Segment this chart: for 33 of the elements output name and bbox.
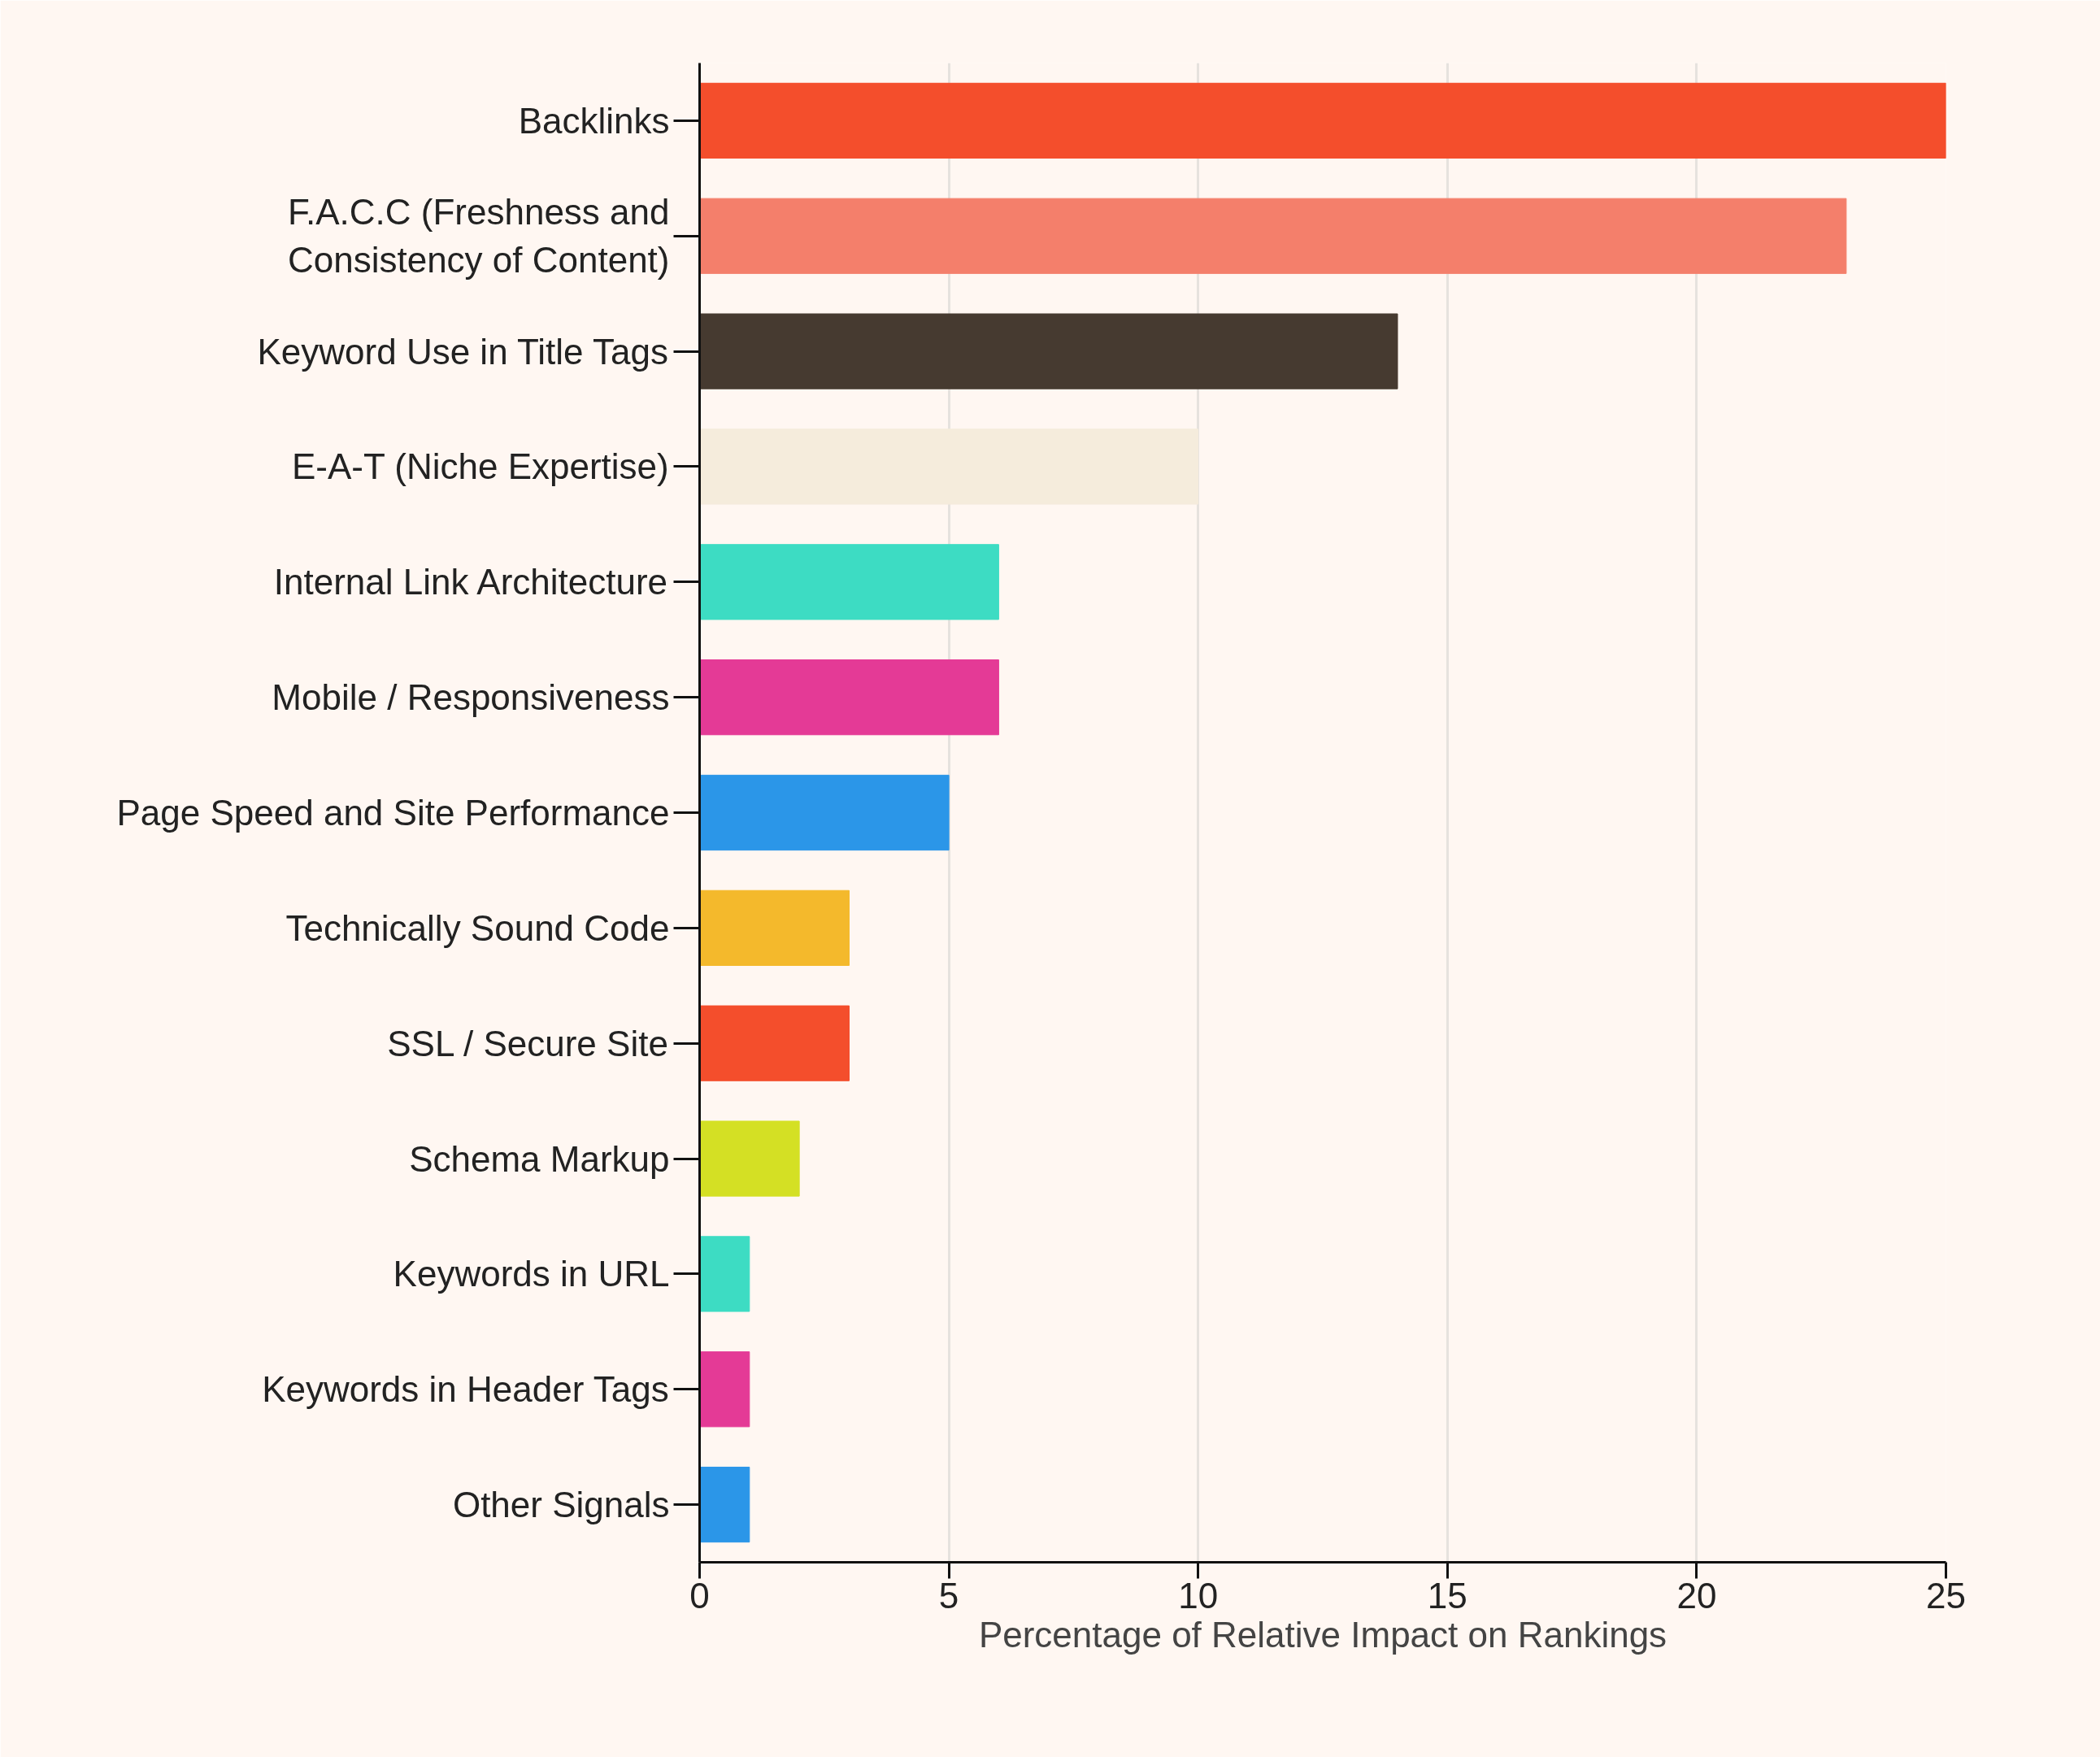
y-tick-label: Mobile / Responsiveness	[272, 677, 670, 718]
x-tick-label: 25	[1926, 1575, 1966, 1616]
y-tick-label: Schema Markup	[409, 1138, 670, 1179]
y-tick-label: Technically Sound Code	[285, 907, 670, 948]
bar	[699, 1466, 750, 1543]
y-tick-label: Internal Link Architecture	[273, 562, 668, 602]
y-tick-label: SSL / Secure Site	[387, 1023, 668, 1063]
x-axis-title: Percentage of Relative Impact on Rankings	[978, 1614, 1667, 1655]
x-tick-label: 15	[1427, 1575, 1467, 1616]
bar	[699, 544, 999, 620]
bar	[699, 428, 1199, 505]
bar	[699, 313, 1398, 389]
x-tick-label: 5	[938, 1575, 959, 1616]
y-tick-label: Page Speed and Site Performance	[116, 793, 670, 833]
x-tick-label: 10	[1178, 1575, 1219, 1616]
x-tick-label: 0	[689, 1575, 710, 1616]
y-tick-label: Backlinks	[518, 100, 670, 141]
y-tick-label: F.A.C.C (Freshness and Consistency of Content)	[287, 192, 670, 281]
bar	[699, 198, 1847, 274]
y-tick-label: Other Signals	[452, 1485, 670, 1525]
bar	[699, 774, 950, 851]
y-tick-label: E-A-T (Niche Expertise)	[291, 446, 669, 487]
bar	[699, 1351, 750, 1428]
bar	[699, 1120, 800, 1197]
x-tick-label: 20	[1676, 1575, 1717, 1616]
y-tick-label: Keywords in Header Tags	[262, 1369, 669, 1410]
bar	[699, 889, 850, 966]
y-tick-label: Keyword Use in Title Tags	[257, 331, 668, 372]
bar	[699, 1005, 850, 1081]
bar	[699, 1236, 750, 1312]
bar	[699, 659, 999, 736]
y-tick-label: Keywords in URL	[393, 1254, 670, 1294]
bar	[699, 82, 1946, 159]
